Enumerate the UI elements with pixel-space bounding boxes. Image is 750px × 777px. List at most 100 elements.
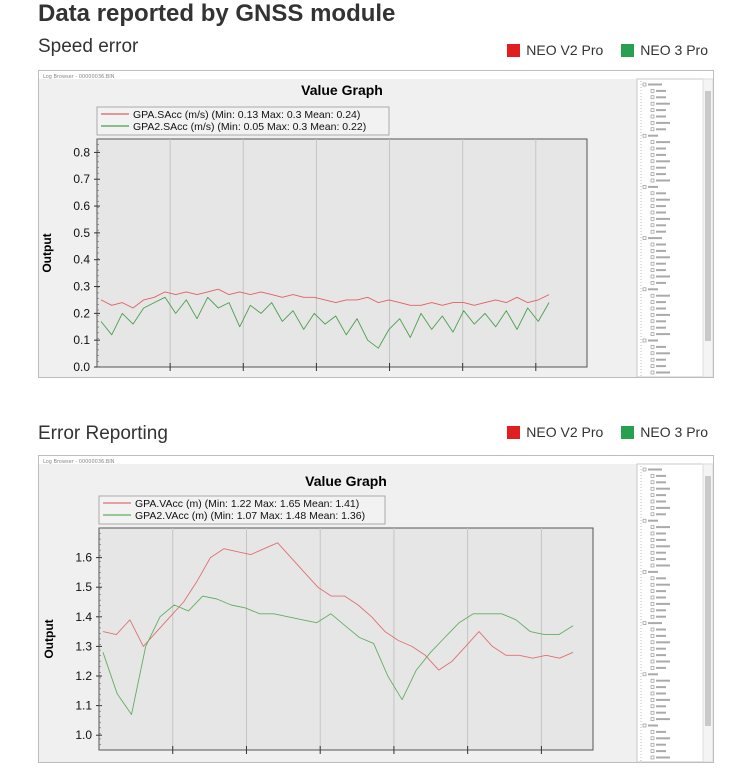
- plot-area: [98, 527, 594, 751]
- tree-checkbox: [650, 306, 655, 311]
- tree-checkbox: [642, 723, 647, 728]
- tree-item-label: [648, 288, 658, 291]
- legend-speed-error: NEO V2 Pro NEO 3 Pro: [507, 42, 708, 58]
- tree-item-label: [656, 474, 666, 477]
- tree-checkbox: [650, 114, 655, 119]
- tree-item-label: [656, 96, 666, 99]
- tree-item-label: [656, 153, 666, 156]
- tree-checkbox: [650, 730, 655, 734]
- tree-item-label: [656, 692, 666, 695]
- tree-item-label: [656, 641, 670, 644]
- tree-checkbox: [650, 595, 655, 600]
- tree-checkbox: [650, 614, 655, 619]
- chart-legend: GPA.SAcc (m/s) (Min: 0.13 Max: 0.3 Mean:…: [96, 106, 390, 136]
- legend-box: [96, 106, 390, 136]
- plot-area: [96, 138, 588, 368]
- tree-item-label: [656, 660, 670, 663]
- y-tick-label: 0.1: [73, 333, 90, 347]
- tree-item-label: [656, 602, 670, 605]
- tree-checkbox: [642, 185, 647, 189]
- tree-item-label: [656, 634, 666, 637]
- tree-item-label: [656, 217, 670, 220]
- tree-checkbox: [650, 550, 655, 555]
- legend-label-neo-v2-pro: NEO V2 Pro: [526, 42, 604, 58]
- legend-item-neo-v2-pro: NEO V2 Pro: [507, 42, 603, 58]
- tree-item-label: [656, 590, 666, 593]
- legend-swatch-green: [621, 425, 635, 439]
- tree-checkbox: [650, 121, 655, 125]
- legend-error-reporting: NEO V2 Pro NEO 3 Pro: [507, 424, 708, 440]
- tree-item-label: [656, 294, 670, 297]
- tree-item-label: [656, 558, 666, 561]
- y-tick-label: 0.3: [73, 280, 90, 294]
- tree-item-label: [656, 224, 666, 227]
- tree-checkbox: [650, 281, 655, 285]
- chart-legend: GPA.VAcc (m) (Min: 1.22 Max: 1.65 Mean: …: [98, 495, 386, 525]
- tree-item-label: [648, 724, 658, 727]
- tree-item-label: [656, 243, 666, 246]
- tree-checkbox: [650, 486, 655, 491]
- tree-item-label: [656, 128, 666, 131]
- tree-checkbox: [650, 474, 655, 478]
- tree-item-label: [656, 698, 670, 701]
- tree-item-label: [656, 596, 666, 599]
- tree-checkbox: [650, 493, 655, 497]
- tree-checkbox: [650, 127, 655, 132]
- tree-item-label: [656, 358, 666, 361]
- tree-item-label: [648, 622, 662, 625]
- field-tree-panel: [636, 463, 713, 762]
- y-tick-label: 0.6: [73, 199, 90, 213]
- tree-checkbox: [650, 274, 655, 279]
- tree-item-label: [656, 121, 670, 124]
- tree-checkbox: [650, 742, 655, 747]
- screenshot-speed-error: Log Browser - 00000036.BIN Value Graph 0.8…: [38, 70, 714, 378]
- series-line-gpa: [100, 288, 550, 309]
- y-tick-label: 1.5: [75, 580, 92, 594]
- tree-item-label: [656, 307, 666, 310]
- tree-checkbox: [642, 133, 647, 138]
- legend-text: GPA2.VAcc (m) (Min: 1.07 Max: 1.48 Mean:…: [135, 510, 365, 522]
- tree-checkbox: [650, 249, 655, 253]
- tree-checkbox: [650, 659, 655, 664]
- tree-checkbox: [650, 678, 655, 683]
- tree-checkbox: [650, 480, 655, 485]
- legend-text: GPA2.SAcc (m/s) (Min: 0.05 Max: 0.3 Mean…: [133, 121, 366, 133]
- tree-item-label: [656, 718, 670, 721]
- tree-item-label: [656, 615, 666, 618]
- tree-checkbox: [650, 165, 655, 170]
- y-tick-label: 1.1: [75, 699, 92, 713]
- tree-checkbox: [650, 351, 655, 356]
- tree-checkbox: [650, 640, 655, 645]
- tree-item-label: [656, 313, 670, 316]
- tree-item-label: [656, 205, 666, 208]
- tree-item-label: [656, 532, 666, 535]
- tree-item-label: [656, 211, 666, 214]
- tree-checkbox: [650, 255, 655, 260]
- tree-item-label: [656, 545, 670, 548]
- tree-checkbox: [650, 146, 655, 151]
- tree-item-label: [656, 487, 670, 490]
- tree-checkbox: [650, 332, 655, 336]
- tree-item-label: [656, 750, 666, 753]
- tree-checkbox: [650, 602, 655, 606]
- tree-checkbox: [650, 646, 655, 651]
- legend-item-neo-3-pro: NEO 3 Pro: [621, 42, 708, 58]
- tree-checkbox: [650, 634, 655, 638]
- tree-checkbox: [650, 544, 655, 549]
- legend-swatch-red: [507, 425, 521, 439]
- tree-checkbox: [642, 672, 647, 677]
- tree-item-label: [656, 198, 670, 201]
- tree-checkbox: [650, 499, 655, 504]
- tree-item-label: [656, 711, 666, 714]
- tree-item-label: [656, 275, 670, 278]
- tree-item-label: [656, 583, 670, 586]
- tree-checkbox: [650, 95, 655, 100]
- y-tick-label: 0.0: [73, 360, 90, 374]
- tree-checkbox: [650, 653, 655, 657]
- tree-item-label: [648, 339, 658, 342]
- y-axis-label: Output: [42, 619, 56, 658]
- tree-checkbox: [650, 223, 655, 228]
- tree-checkbox: [650, 159, 655, 164]
- tree-item-label: [648, 134, 658, 137]
- tree-checkbox: [650, 589, 655, 593]
